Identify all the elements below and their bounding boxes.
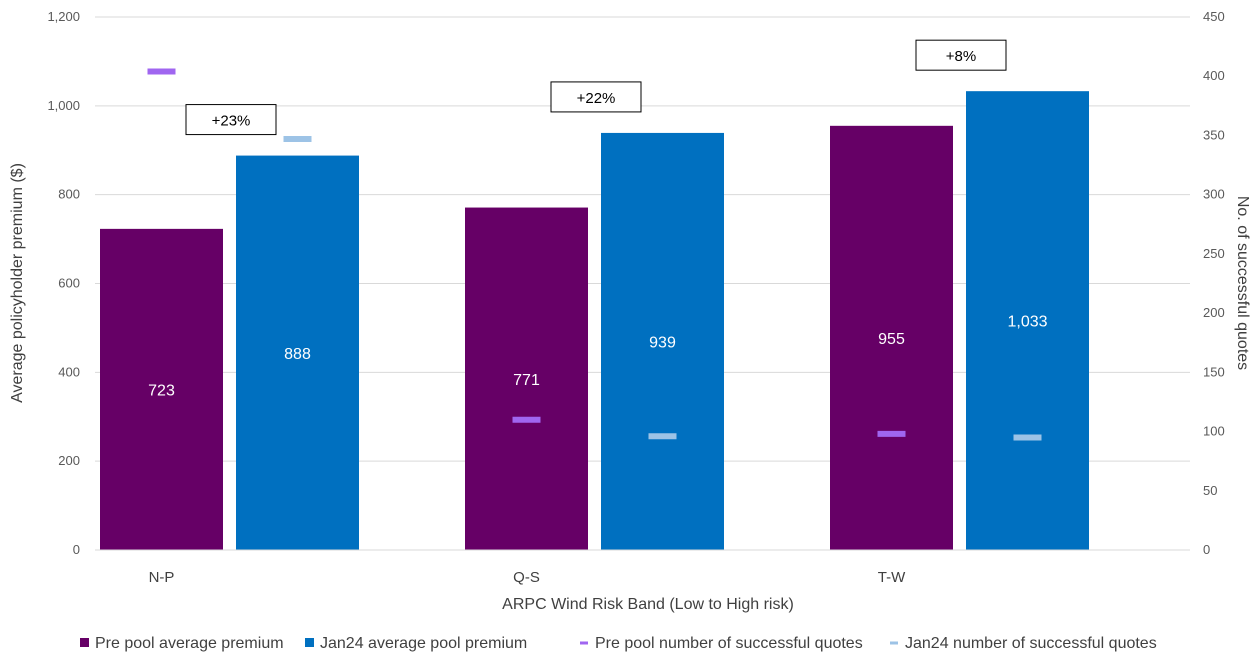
y2-tick-label: 100 bbox=[1203, 424, 1225, 439]
data-label: 771 bbox=[513, 372, 540, 389]
bar-jan24 bbox=[236, 155, 359, 550]
y2-tick-label: 400 bbox=[1203, 68, 1225, 83]
y2-axis-title: No. of successful quotes bbox=[1234, 196, 1250, 370]
legend-label: Jan24 average pool premium bbox=[320, 635, 527, 652]
bar-labels: 723 888 771 939 955 1,033 bbox=[148, 314, 1047, 400]
y-tick-label: 400 bbox=[58, 364, 80, 379]
legend-item: Pre pool number of successful quotes bbox=[580, 635, 863, 652]
annotation-label: +8% bbox=[946, 48, 976, 65]
y2-tick-label: 50 bbox=[1203, 483, 1217, 498]
x-tick-label: T-W bbox=[878, 569, 906, 586]
y-axis-title: Average policyholder premium ($) bbox=[9, 163, 26, 403]
change-annotations: +23% +22% +8% bbox=[185, 39, 1007, 136]
y2-tick-label: 350 bbox=[1203, 127, 1225, 142]
legend-label: Jan24 number of successful quotes bbox=[905, 635, 1157, 652]
data-label: 1,033 bbox=[1007, 314, 1047, 331]
data-label: 723 bbox=[148, 382, 175, 399]
axes: 0 200 400 600 800 1,000 1,200 0 50 100 150 200 250 30… bbox=[47, 9, 1224, 586]
legend-label: Pre pool average premium bbox=[95, 635, 284, 652]
annotation-box bbox=[915, 39, 1007, 71]
bar-pre-pool bbox=[830, 125, 953, 550]
x-axis-title: ARPC Wind Risk Band (Low to High risk) bbox=[502, 596, 794, 613]
y-tick-label: 1,000 bbox=[47, 98, 80, 113]
annotation-label: +23% bbox=[212, 113, 251, 130]
y2-tick-label: 300 bbox=[1203, 187, 1225, 202]
y-tick-label: 800 bbox=[58, 187, 80, 202]
legend-item: Pre pool average premium bbox=[80, 635, 284, 652]
data-label: 939 bbox=[649, 334, 676, 351]
x-tick-label: N-P bbox=[149, 569, 175, 586]
y-tick-label: 600 bbox=[58, 276, 80, 291]
bars bbox=[100, 91, 1089, 551]
x-tick-label: Q-S bbox=[513, 569, 540, 586]
y2-tick-label: 0 bbox=[1203, 542, 1210, 557]
quote-markers bbox=[147, 68, 1042, 441]
annotation-box bbox=[550, 81, 642, 113]
y2-tick-label: 200 bbox=[1203, 305, 1225, 320]
legend-label: Pre pool number of successful quotes bbox=[595, 635, 863, 652]
bar-jan24 bbox=[601, 132, 724, 551]
bar-pre-pool bbox=[465, 207, 588, 551]
bar-pre-pool bbox=[100, 228, 223, 550]
y2-tick-label: 150 bbox=[1203, 364, 1225, 379]
annotation-label: +22% bbox=[577, 90, 616, 107]
y2-tick-label: 250 bbox=[1203, 246, 1225, 261]
bar-jan24 bbox=[966, 91, 1089, 550]
legend: Pre pool average premium Jan24 average po… bbox=[80, 635, 1157, 652]
y2-tick-label: 450 bbox=[1203, 9, 1225, 24]
y-tick-label: 200 bbox=[58, 453, 80, 468]
annotation-box bbox=[185, 104, 277, 136]
data-label: 888 bbox=[284, 346, 311, 363]
legend-item: Jan24 number of successful quotes bbox=[890, 635, 1157, 652]
y-tick-label: 1,200 bbox=[47, 9, 80, 24]
data-label: 955 bbox=[878, 331, 905, 348]
y-tick-label: 0 bbox=[73, 542, 80, 557]
legend-swatch bbox=[80, 638, 89, 647]
legend-swatch bbox=[305, 638, 314, 647]
legend-item: Jan24 average pool premium bbox=[305, 635, 527, 652]
